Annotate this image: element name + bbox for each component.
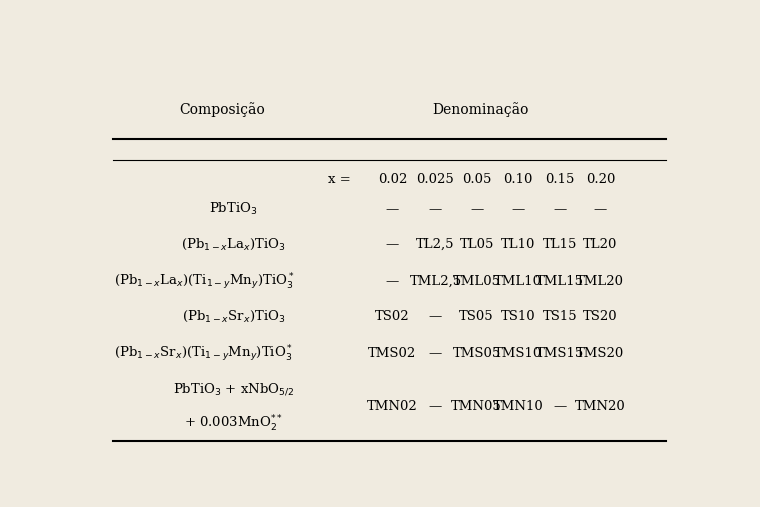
Text: TMS20: TMS20 <box>576 347 625 360</box>
Text: TMN02: TMN02 <box>367 400 418 413</box>
Text: —: — <box>429 347 442 360</box>
Text: TMN10: TMN10 <box>492 400 543 413</box>
Text: —: — <box>429 203 442 215</box>
Text: TS15: TS15 <box>543 310 578 323</box>
Text: TL10: TL10 <box>501 238 535 251</box>
Text: TMS15: TMS15 <box>537 347 584 360</box>
Text: —: — <box>429 310 442 323</box>
Text: PbTiO$_3$: PbTiO$_3$ <box>209 201 258 217</box>
Text: —: — <box>429 400 442 413</box>
Text: TMS05: TMS05 <box>452 347 501 360</box>
Text: TMS10: TMS10 <box>494 347 542 360</box>
Text: TML05: TML05 <box>453 275 501 288</box>
Text: —: — <box>386 275 399 288</box>
Text: TL2,5: TL2,5 <box>416 238 454 251</box>
Text: TML2,5: TML2,5 <box>410 275 461 288</box>
Text: —: — <box>554 400 567 413</box>
Text: TL05: TL05 <box>460 238 494 251</box>
Text: TS10: TS10 <box>501 310 535 323</box>
Text: —: — <box>386 238 399 251</box>
Text: TMS02: TMS02 <box>369 347 416 360</box>
Text: TML15: TML15 <box>537 275 584 288</box>
Text: TML20: TML20 <box>576 275 625 288</box>
Text: TS05: TS05 <box>459 310 494 323</box>
Text: TS20: TS20 <box>583 310 618 323</box>
Text: —: — <box>386 203 399 215</box>
Text: 0.10: 0.10 <box>503 173 533 187</box>
Text: TS02: TS02 <box>375 310 410 323</box>
Text: TML10: TML10 <box>494 275 542 288</box>
Text: (Pb$_{1-x}$La$_x$)TiO$_3$: (Pb$_{1-x}$La$_x$)TiO$_3$ <box>181 237 286 252</box>
Text: —: — <box>554 203 567 215</box>
Text: 0.05: 0.05 <box>462 173 492 187</box>
Text: PbTiO$_3$ + xNbO$_{5/2}$: PbTiO$_3$ + xNbO$_{5/2}$ <box>173 381 294 396</box>
Text: TL20: TL20 <box>583 238 618 251</box>
Text: TMN05: TMN05 <box>451 400 502 413</box>
Text: TL15: TL15 <box>543 238 578 251</box>
Text: + 0.003MnO$_2^{**}$: + 0.003MnO$_2^{**}$ <box>184 414 283 434</box>
Text: TMN20: TMN20 <box>575 400 625 413</box>
Text: —: — <box>594 203 607 215</box>
Text: —: — <box>511 203 524 215</box>
Text: Composição: Composição <box>179 102 264 117</box>
Text: 0.20: 0.20 <box>586 173 615 187</box>
Text: (Pb$_{1-x}$Sr$_x$)(Ti$_{1-y}$Mn$_y$)TiO$_3^*$: (Pb$_{1-x}$Sr$_x$)(Ti$_{1-y}$Mn$_y$)TiO$… <box>114 343 293 364</box>
Text: (Pb$_{1-x}$Sr$_x$)TiO$_3$: (Pb$_{1-x}$Sr$_x$)TiO$_3$ <box>182 309 285 324</box>
Text: Denominação: Denominação <box>432 102 529 117</box>
Text: (Pb$_{1-x}$La$_x$)(Ti$_{1-y}$Mn$_y$)TiO$_3^*$: (Pb$_{1-x}$La$_x$)(Ti$_{1-y}$Mn$_y$)TiO$… <box>114 271 294 292</box>
Text: 0.025: 0.025 <box>416 173 454 187</box>
Text: 0.02: 0.02 <box>378 173 407 187</box>
Text: —: — <box>470 203 483 215</box>
Text: 0.15: 0.15 <box>546 173 575 187</box>
Text: x =: x = <box>328 173 351 187</box>
